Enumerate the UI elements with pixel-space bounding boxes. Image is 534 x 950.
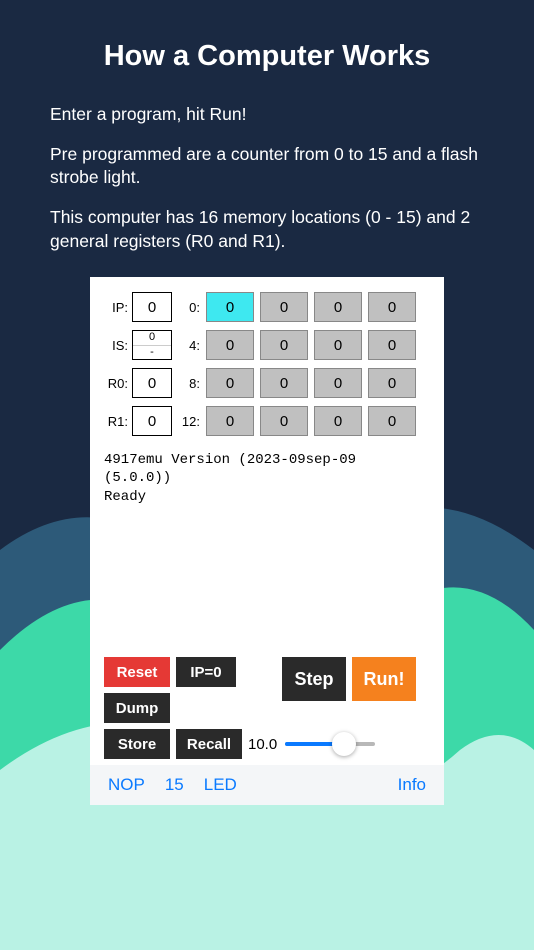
mem-cell-5[interactable]: 0 [260,330,308,360]
is-top: 0 [133,331,171,346]
console-output: 4917emu Version (2023-09sep-09 (5.0.0)) … [104,451,430,651]
mem-cell-7[interactable]: 0 [368,330,416,360]
r1-label: R1: [104,414,128,429]
ip-cell[interactable]: 0 [132,292,172,322]
controls: Step Run! Reset IP=0 Dump Store Recall 1… [104,657,430,759]
info-link[interactable]: Info [398,775,426,795]
step-button[interactable]: Step [282,657,346,701]
page-title: How a Computer Works [50,40,484,73]
ip0-button[interactable]: IP=0 [176,657,236,687]
r0-cell[interactable]: 0 [132,368,172,398]
mem-cell-10[interactable]: 0 [314,368,362,398]
run-button[interactable]: Run! [352,657,416,701]
mem-cell-9[interactable]: 0 [260,368,308,398]
ip-label: IP: [104,300,128,315]
mem-cell-12[interactable]: 0 [206,406,254,436]
registers: IP: 0 IS: 0 - R0: 0 R1: 0 [104,291,172,437]
mem-cell-8[interactable]: 0 [206,368,254,398]
dump-button[interactable]: Dump [104,693,170,723]
mem-row-label: 12: [180,414,200,429]
mem-cell-14[interactable]: 0 [314,406,362,436]
nop-link[interactable]: NOP [108,775,145,795]
desc-p1: Enter a program, hit Run! [50,103,484,127]
mem-cell-4[interactable]: 0 [206,330,254,360]
mem-cell-11[interactable]: 0 [368,368,416,398]
mem-cell-13[interactable]: 0 [260,406,308,436]
mem-cell-3[interactable]: 0 [368,292,416,322]
emulator-panel: IP: 0 IS: 0 - R0: 0 R1: 0 0:00004:00008:… [90,277,444,805]
desc-p3: This computer has 16 memory locations (0… [50,206,484,253]
slider-value: 10.0 [248,736,277,753]
is-cell[interactable]: 0 - [132,330,172,360]
is-bot: - [133,346,171,360]
r1-cell[interactable]: 0 [132,406,172,436]
is-label: IS: [104,338,128,353]
store-button[interactable]: Store [104,729,170,759]
desc-p2: Pre programmed are a counter from 0 to 1… [50,143,484,190]
mem-cell-6[interactable]: 0 [314,330,362,360]
mem-cell-1[interactable]: 0 [260,292,308,322]
bottom-bar: NOP 15 LED Info [90,765,444,805]
led-link[interactable]: LED [204,775,237,795]
mem-row-label: 0: [180,300,200,315]
memory-grid: 0:00004:00008:000012:0000 [180,291,416,437]
mem-row-label: 8: [180,376,200,391]
mem-cell-2[interactable]: 0 [314,292,362,322]
speed-slider[interactable] [285,742,375,746]
recall-button[interactable]: Recall [176,729,242,759]
description: Enter a program, hit Run! Pre programmed… [50,103,484,253]
mem-cell-15[interactable]: 0 [368,406,416,436]
mem-row-label: 4: [180,338,200,353]
reset-button[interactable]: Reset [104,657,170,687]
mem-cell-0[interactable]: 0 [206,292,254,322]
r0-label: R0: [104,376,128,391]
fifteen-link[interactable]: 15 [165,775,184,795]
